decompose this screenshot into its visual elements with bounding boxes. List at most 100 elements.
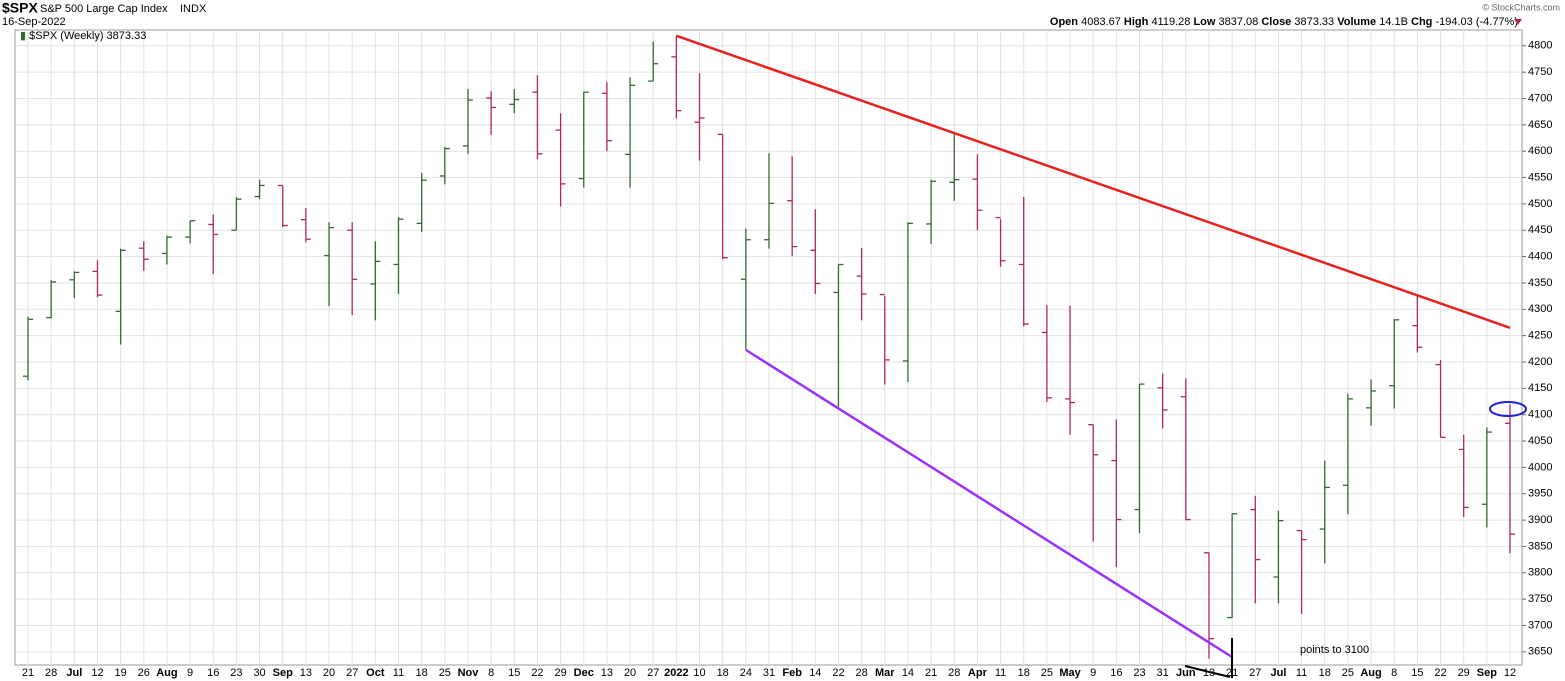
- x-tick-label: 19: [115, 667, 127, 679]
- x-tick-label: 31: [763, 667, 775, 679]
- x-tick-label: 16: [207, 667, 219, 679]
- legend-label: $SPX (Weekly): [29, 30, 103, 42]
- quote-value: 3837.08: [1219, 16, 1259, 28]
- quote-label: Chg: [1411, 16, 1432, 28]
- y-tick-label: 4700: [1528, 92, 1552, 104]
- bars: [23, 35, 1515, 659]
- x-tick-label: Mar: [875, 667, 895, 679]
- x-tick-label: 18: [1319, 667, 1331, 679]
- x-tick-label: 27: [647, 667, 659, 679]
- y-tick-label: 4250: [1528, 330, 1552, 342]
- symbol: $SPX: [2, 0, 38, 16]
- y-tick-label: 4100: [1528, 409, 1552, 421]
- x-tick-label: 23: [1133, 667, 1145, 679]
- y-tick-label: 3750: [1528, 593, 1552, 605]
- y-tick-label: 4800: [1528, 40, 1552, 52]
- x-tick-label: 28: [948, 667, 960, 679]
- x-tick-label: Jul: [1270, 667, 1286, 679]
- x-tick-label: 10: [693, 667, 705, 679]
- x-tick-label: Aug: [156, 667, 177, 679]
- quote-value: 4119.28: [1151, 16, 1190, 28]
- y-tick-label: 4750: [1528, 66, 1552, 78]
- x-tick-label: 21: [925, 667, 937, 679]
- x-tick-label: 21: [22, 667, 34, 679]
- x-tick-label: 25: [1041, 667, 1053, 679]
- x-tick-label: Jul: [66, 667, 82, 679]
- index-name: S&P 500 Large Cap Index: [40, 3, 168, 15]
- x-tick-label: 15: [1411, 667, 1423, 679]
- quote-label: Open: [1050, 16, 1078, 28]
- x-tick-label: 13: [1203, 667, 1215, 679]
- quote-value: 3873.33: [1294, 16, 1334, 28]
- y-tick-label: 4150: [1528, 382, 1552, 394]
- quote-label: Volume: [1337, 16, 1376, 28]
- x-tick-label: May: [1059, 667, 1081, 679]
- quote-line: Open 4083.67 High 4119.28 Low 3837.08 Cl…: [1050, 16, 1518, 28]
- x-tick-label: 13: [300, 667, 312, 679]
- x-tick-label: 2022: [664, 667, 688, 679]
- x-tick-label: Nov: [458, 667, 480, 679]
- x-tick-label: 24: [740, 667, 752, 679]
- x-tick-label: Oct: [366, 667, 385, 679]
- x-tick-label: 18: [1018, 667, 1030, 679]
- y-tick-label: 4300: [1528, 303, 1552, 315]
- x-tick-label: 25: [439, 667, 451, 679]
- y-tick-label: 4000: [1528, 461, 1552, 473]
- quote-value: 14.1B: [1379, 16, 1408, 28]
- date: 16-Sep-2022: [2, 16, 66, 28]
- x-tick-label: 31: [1157, 667, 1169, 679]
- x-tick-label: 15: [508, 667, 520, 679]
- y-tick-label: 4550: [1528, 171, 1552, 183]
- y-tick-label: 3900: [1528, 514, 1552, 526]
- arrow-line: [1184, 665, 1231, 678]
- y-tick-label: 3800: [1528, 567, 1552, 579]
- y-tick-label: 4400: [1528, 251, 1552, 263]
- x-tick-label: 13: [601, 667, 613, 679]
- x-tick-label: 26: [138, 667, 150, 679]
- y-tick-label: 4200: [1528, 356, 1552, 368]
- x-tick-label: Dec: [574, 667, 594, 679]
- x-tick-label: 20: [624, 667, 636, 679]
- x-tick-label: 29: [1458, 667, 1470, 679]
- x-tick-label: 9: [187, 667, 193, 679]
- y-tick-label: 3950: [1528, 488, 1552, 500]
- highlight-ellipse: [1489, 401, 1527, 417]
- x-tick-label: Feb: [782, 667, 802, 679]
- exchange: INDX: [180, 3, 207, 15]
- x-tick-label: 25: [1342, 667, 1354, 679]
- x-tick-label: 11: [393, 667, 404, 679]
- x-tick-label: 11: [1296, 667, 1307, 679]
- support-trendline: [745, 348, 1233, 659]
- x-tick-label: 22: [531, 667, 543, 679]
- quote-label: High: [1124, 16, 1149, 28]
- x-tick-label: 11: [995, 667, 1006, 679]
- annotation: points to 3100: [1300, 644, 1369, 656]
- y-tick-label: 3700: [1528, 619, 1552, 631]
- x-tick-label: 18: [717, 667, 729, 679]
- copyright: © StockCharts.com: [1482, 2, 1560, 12]
- quote-value: 4083.67: [1081, 16, 1121, 28]
- resistance-trendline: [676, 34, 1511, 329]
- y-tick-label: 4450: [1528, 224, 1552, 236]
- grid: 3650 3700 3750 3800 3850 3900 3950 4000 4050 4100…: [15, 30, 1552, 679]
- y-tick-label: 4350: [1528, 277, 1552, 289]
- y-tick-label: 3850: [1528, 540, 1552, 552]
- x-tick-label: 27: [346, 667, 358, 679]
- x-tick-label: 18: [416, 667, 428, 679]
- x-tick-label: 23: [230, 667, 242, 679]
- x-tick-label: 9: [1090, 667, 1096, 679]
- x-tick-label: 8: [488, 667, 494, 679]
- x-tick-label: 28: [856, 667, 868, 679]
- x-tick-label: 27: [1249, 667, 1261, 679]
- quote-value: -194.03 (-4.77%): [1435, 16, 1518, 28]
- x-tick-label: Aug: [1360, 667, 1381, 679]
- x-tick-label: Sep: [1477, 667, 1497, 679]
- quote-label: Low: [1193, 16, 1215, 28]
- x-tick-label: 22: [832, 667, 844, 679]
- y-tick-label: 4600: [1528, 145, 1552, 157]
- x-tick-label: 12: [1504, 667, 1516, 679]
- y-tick-label: 4500: [1528, 198, 1552, 210]
- y-tick-label: 4050: [1528, 435, 1552, 447]
- x-tick-label: Jun: [1176, 667, 1196, 679]
